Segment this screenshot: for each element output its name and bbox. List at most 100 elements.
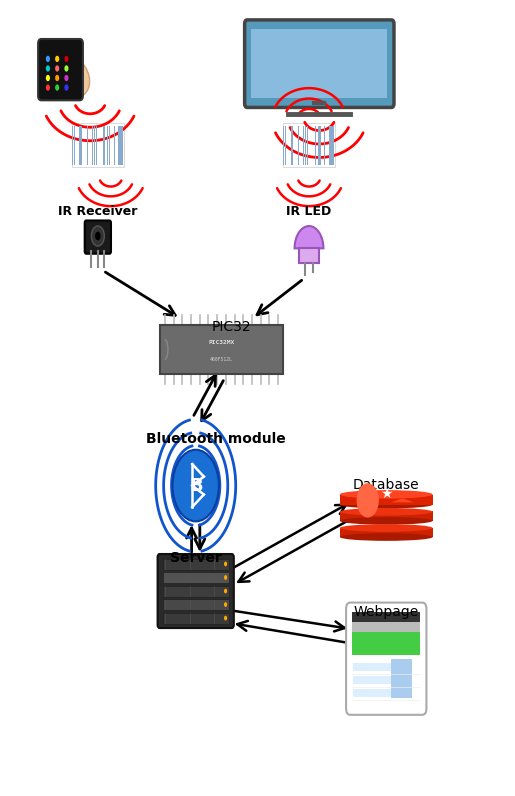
Bar xyxy=(122,126,123,165)
Text: IR LED: IR LED xyxy=(286,205,332,217)
Bar xyxy=(92,126,93,165)
Bar xyxy=(94,126,95,165)
Ellipse shape xyxy=(340,508,433,516)
Circle shape xyxy=(173,450,219,521)
Circle shape xyxy=(64,84,68,91)
Circle shape xyxy=(224,602,227,607)
Circle shape xyxy=(46,56,50,62)
Ellipse shape xyxy=(340,524,433,532)
Bar xyxy=(163,586,229,597)
Bar xyxy=(325,126,327,165)
Bar xyxy=(79,126,81,165)
Bar xyxy=(305,126,306,165)
Circle shape xyxy=(224,589,227,594)
Bar xyxy=(353,689,393,696)
Ellipse shape xyxy=(340,533,433,540)
Bar xyxy=(320,126,321,165)
Circle shape xyxy=(64,56,68,62)
Bar xyxy=(163,613,229,624)
Bar xyxy=(353,662,393,670)
Bar xyxy=(352,612,420,626)
Bar xyxy=(285,126,286,165)
Text: B: B xyxy=(189,477,202,494)
Ellipse shape xyxy=(44,53,90,99)
Bar xyxy=(340,495,433,505)
Bar xyxy=(352,632,420,654)
Bar xyxy=(299,248,319,263)
Text: Bluetooth module: Bluetooth module xyxy=(146,432,286,447)
Bar xyxy=(118,126,119,165)
Bar xyxy=(160,325,283,374)
Bar xyxy=(163,559,229,570)
Bar xyxy=(96,126,97,165)
Bar xyxy=(318,126,319,165)
Bar xyxy=(353,676,393,684)
Circle shape xyxy=(95,232,100,240)
Bar xyxy=(87,126,88,165)
Circle shape xyxy=(46,65,50,72)
Circle shape xyxy=(55,65,59,72)
Bar xyxy=(290,126,292,165)
Bar xyxy=(81,126,82,165)
Text: Webpage: Webpage xyxy=(354,605,419,619)
Bar xyxy=(163,572,229,583)
Circle shape xyxy=(91,226,105,246)
Circle shape xyxy=(55,75,59,81)
Text: PIC32MX: PIC32MX xyxy=(209,340,234,345)
Ellipse shape xyxy=(340,501,433,509)
Bar xyxy=(329,126,331,165)
Wedge shape xyxy=(295,226,323,248)
FancyBboxPatch shape xyxy=(245,20,394,107)
Bar xyxy=(114,126,115,165)
Bar xyxy=(283,126,284,165)
Text: IR Receiver: IR Receiver xyxy=(58,205,138,217)
Bar xyxy=(72,126,73,165)
Circle shape xyxy=(46,84,50,91)
Bar xyxy=(340,495,433,505)
Bar xyxy=(101,126,102,165)
Circle shape xyxy=(224,616,227,621)
FancyBboxPatch shape xyxy=(84,220,111,254)
Bar xyxy=(109,126,110,165)
Bar xyxy=(391,659,411,672)
Bar xyxy=(104,126,105,165)
Ellipse shape xyxy=(52,52,72,84)
Circle shape xyxy=(64,75,68,81)
Bar xyxy=(74,126,75,165)
FancyBboxPatch shape xyxy=(346,603,426,715)
Text: 460F512L: 460F512L xyxy=(210,357,233,362)
Bar xyxy=(163,599,229,611)
Circle shape xyxy=(46,75,50,81)
Bar xyxy=(391,673,411,685)
FancyBboxPatch shape xyxy=(158,554,234,628)
Text: Server: Server xyxy=(170,551,221,565)
Bar xyxy=(307,126,308,165)
Bar xyxy=(352,622,420,637)
Circle shape xyxy=(55,84,59,91)
Text: PIC32: PIC32 xyxy=(212,320,251,334)
Circle shape xyxy=(356,483,379,517)
Bar xyxy=(283,123,335,167)
Bar xyxy=(391,685,411,698)
Bar xyxy=(340,528,433,537)
Circle shape xyxy=(224,575,227,579)
Bar xyxy=(331,126,333,165)
Ellipse shape xyxy=(340,517,433,525)
Text: Database: Database xyxy=(353,478,420,492)
Circle shape xyxy=(55,56,59,62)
Bar xyxy=(107,126,108,165)
Ellipse shape xyxy=(340,490,433,498)
Polygon shape xyxy=(391,498,414,502)
Bar xyxy=(315,126,316,165)
Circle shape xyxy=(224,562,227,567)
FancyBboxPatch shape xyxy=(38,39,83,100)
Ellipse shape xyxy=(340,492,433,499)
Bar xyxy=(120,126,122,165)
Bar xyxy=(298,126,299,165)
Bar xyxy=(251,29,387,98)
Bar xyxy=(333,126,334,165)
Bar xyxy=(303,126,304,165)
Bar xyxy=(340,512,433,521)
Circle shape xyxy=(64,65,68,72)
Text: ★: ★ xyxy=(380,487,392,501)
